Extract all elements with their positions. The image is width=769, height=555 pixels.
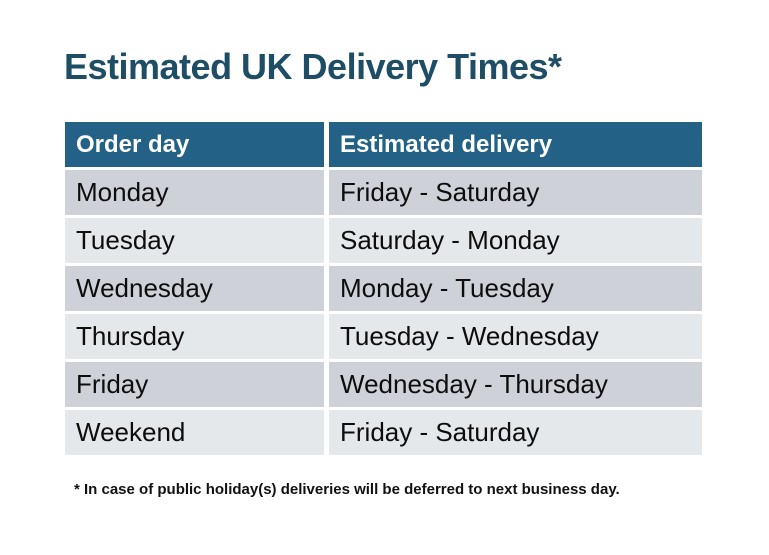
cell-order-day-tuesday: Tuesday <box>65 218 324 263</box>
cell-order-day-thursday: Thursday <box>65 314 324 359</box>
cell-order-day-weekend: Weekend <box>65 410 324 455</box>
cell-delivery-thursday: Tuesday - Wednesday <box>329 314 702 359</box>
cell-delivery-weekend: Friday - Saturday <box>329 410 702 455</box>
page-title: Estimated UK Delivery Times* <box>64 46 562 87</box>
cell-order-day-wednesday: Wednesday <box>65 266 324 311</box>
cell-delivery-friday: Wednesday - Thursday <box>329 362 702 407</box>
cell-order-day-monday: Monday <box>65 170 324 215</box>
cell-delivery-tuesday: Saturday - Monday <box>329 218 702 263</box>
footnote: * In case of public holiday(s) deliverie… <box>74 481 620 498</box>
column-header-order-day: Order day <box>65 122 324 167</box>
cell-delivery-wednesday: Monday - Tuesday <box>329 266 702 311</box>
cell-order-day-friday: Friday <box>65 362 324 407</box>
delivery-times-table: Order day Estimated delivery Monday Frid… <box>65 122 702 455</box>
cell-delivery-monday: Friday - Saturday <box>329 170 702 215</box>
column-header-estimated-delivery: Estimated delivery <box>329 122 702 167</box>
